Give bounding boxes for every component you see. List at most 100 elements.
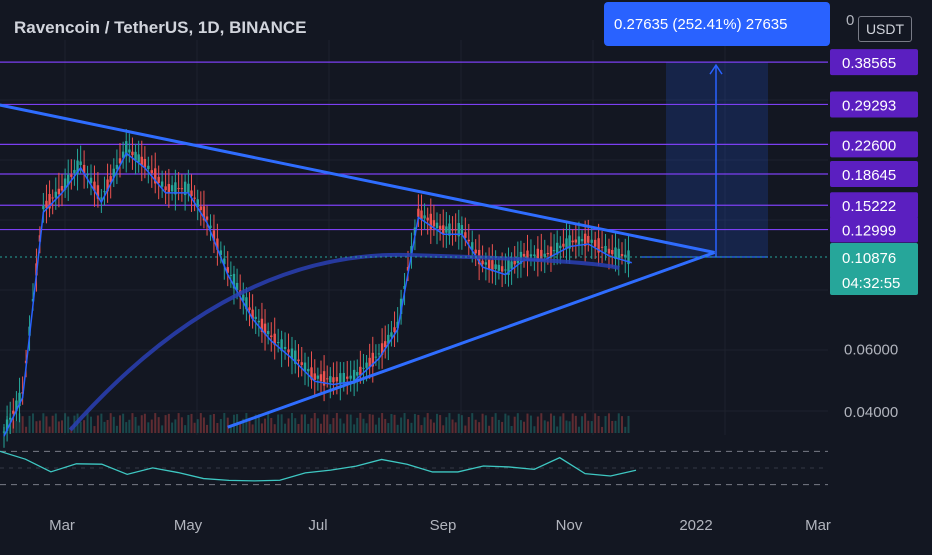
candle-body [270, 335, 273, 338]
candle-body [346, 376, 349, 379]
candle-body [109, 176, 112, 183]
volume-bar [212, 414, 215, 433]
candle-body [374, 356, 378, 358]
candle-body [522, 253, 526, 257]
candle-body [377, 353, 381, 355]
candle-body [232, 273, 236, 289]
volume-bar [93, 426, 96, 433]
candle-body [457, 223, 460, 237]
volume-bar [100, 413, 103, 433]
candle-body [140, 156, 143, 165]
volume-bar [601, 426, 604, 433]
volume-bar [587, 420, 590, 433]
candle-body [435, 222, 439, 229]
volume-bar [484, 415, 487, 433]
currency-selector[interactable]: USDT [858, 16, 912, 42]
x-tick-label: May [174, 517, 203, 534]
volume-bar [507, 415, 510, 433]
candle-body [420, 210, 423, 220]
volume-bar [284, 423, 287, 433]
volume-bar [417, 414, 420, 433]
volume-bar [187, 414, 190, 433]
volume-bar [112, 416, 115, 433]
volume-bar [304, 414, 307, 433]
volume-bar [617, 413, 620, 433]
candle-body [219, 250, 223, 255]
candle-body [423, 215, 426, 219]
top-axis-tick: 0 [846, 12, 854, 29]
volume-bar [54, 413, 57, 433]
volume-bar [335, 413, 338, 433]
candle-body [562, 243, 565, 247]
candle-body [481, 260, 484, 265]
candle-body [150, 170, 153, 173]
candle-body [583, 233, 587, 247]
x-tick-label: Mar [49, 517, 75, 534]
candle-body [73, 169, 76, 174]
volume-bar [410, 422, 413, 433]
volume-bar [12, 421, 15, 433]
candle-body [380, 343, 384, 355]
candle-body [349, 375, 352, 379]
candle-body [48, 194, 51, 209]
volume-bar [64, 413, 67, 433]
candle-body [143, 159, 147, 168]
candle-body [226, 267, 229, 273]
candle-body [76, 160, 79, 175]
volume-bar [193, 422, 196, 433]
volume-bar [559, 416, 562, 433]
candle-body [410, 246, 413, 255]
candle-body [571, 240, 574, 243]
volume-bar [526, 413, 529, 433]
candle-body [614, 247, 617, 259]
candle-body [67, 174, 70, 186]
volume-bar [48, 426, 51, 433]
candle-body [399, 298, 403, 314]
volume-bar [143, 413, 146, 433]
candle-body [356, 372, 359, 376]
candle-body [504, 269, 507, 271]
candle-body [193, 197, 196, 199]
volume-bar [242, 418, 245, 433]
volume-bar [90, 416, 93, 433]
candle-body [513, 260, 516, 265]
volume-bar [21, 416, 24, 433]
candle-body [546, 252, 550, 255]
volume-bar [413, 413, 416, 433]
volume-bar [481, 413, 484, 433]
candle-body [57, 188, 61, 195]
volume-bar [533, 426, 536, 433]
candle-body [491, 260, 494, 272]
volume-bar [571, 413, 574, 433]
volume-bar [426, 413, 429, 433]
candle-body [597, 238, 600, 253]
candle-body [403, 285, 406, 289]
candle-body [125, 141, 128, 157]
volume-bar [264, 418, 267, 433]
candle-body [137, 154, 140, 163]
volume-bar [568, 421, 571, 433]
volume-bar [206, 424, 209, 433]
candle-body [180, 188, 184, 190]
candle-body [604, 245, 607, 253]
volume-bar [248, 417, 251, 433]
candle-body [507, 260, 510, 275]
candle-body [79, 161, 82, 166]
volume-bar [420, 425, 423, 433]
volume-bar [464, 425, 467, 433]
candle-body [568, 235, 571, 249]
candle-body [526, 250, 529, 261]
volume-bar [478, 422, 481, 433]
volume-bar [209, 414, 212, 433]
candle-body [607, 248, 611, 254]
candle-body [205, 216, 209, 220]
volume-bar [516, 413, 519, 433]
candle-body [448, 223, 451, 236]
candle-body [335, 377, 339, 382]
candle-body [559, 245, 562, 249]
volume-bar [491, 416, 494, 433]
candle-body [112, 168, 115, 178]
candle-body [454, 229, 457, 231]
candle-body [426, 217, 429, 221]
